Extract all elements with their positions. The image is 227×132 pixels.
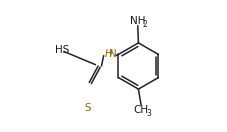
Text: H: H (104, 49, 112, 59)
Text: 2: 2 (142, 20, 147, 29)
Text: 3: 3 (146, 109, 151, 118)
Text: N: N (109, 49, 116, 59)
Text: CH: CH (133, 105, 148, 115)
Text: HS: HS (55, 45, 69, 55)
Text: NH: NH (129, 16, 145, 26)
Text: S: S (84, 103, 91, 113)
